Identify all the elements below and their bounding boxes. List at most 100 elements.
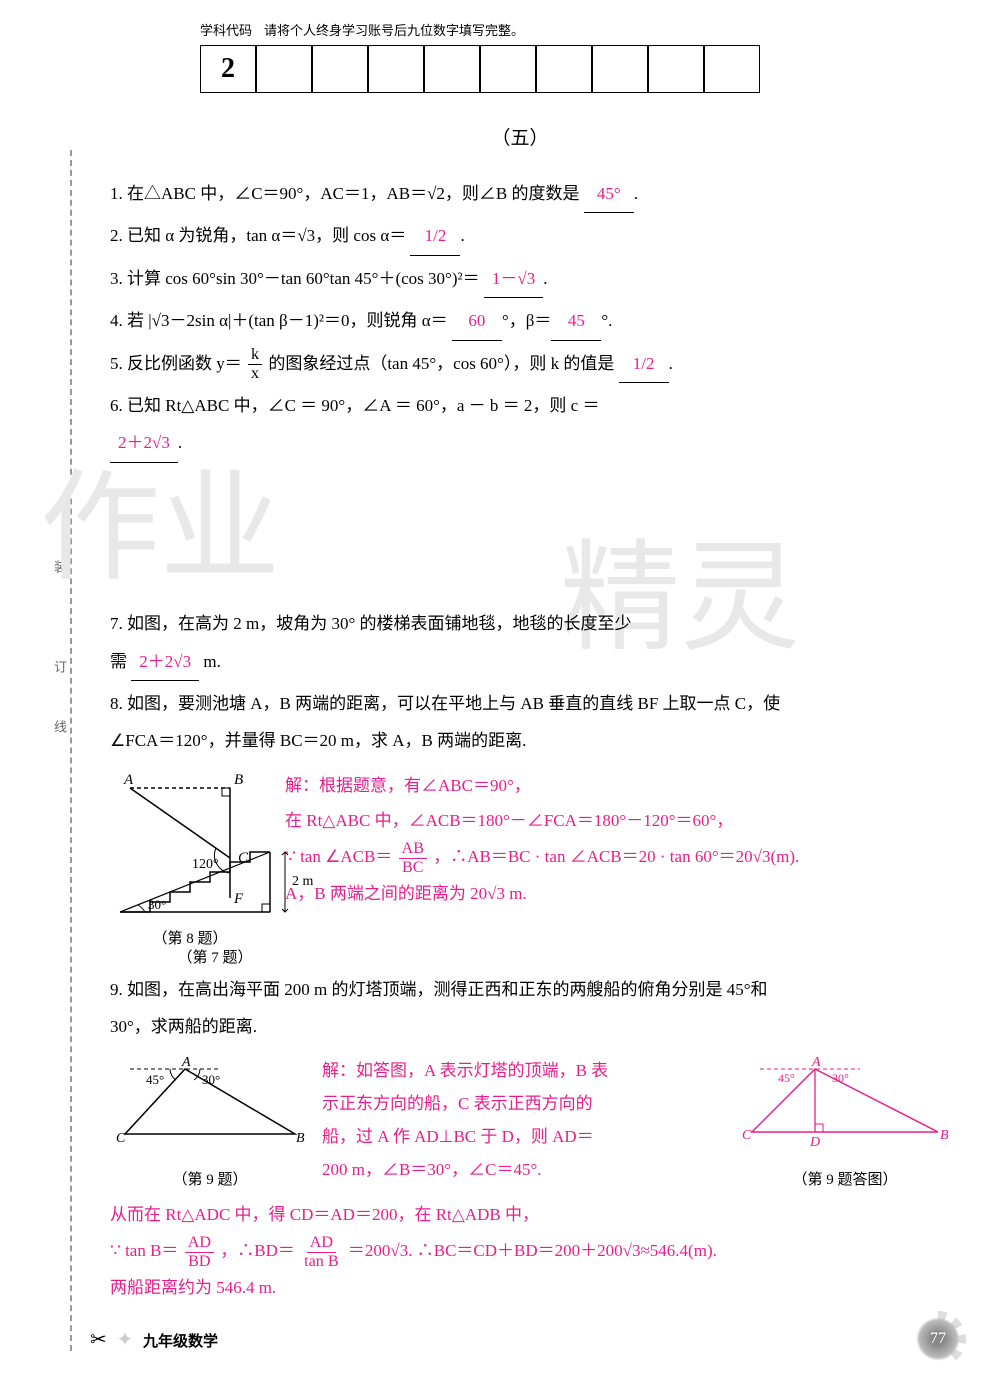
q8-sol2: 在 Rt△ABC 中，∠ACB＝180°－∠FCA＝180°－120°＝60°， (285, 803, 950, 839)
q5-text-a: 5. 反比例函数 y＝ (110, 354, 242, 373)
code-box-1[interactable] (256, 45, 312, 93)
q9-sol3: 船，过 A 作 AD⊥BC 于 D，则 AD＝ (322, 1120, 728, 1153)
q5-tail: . (669, 354, 673, 373)
q9-sol1: 解：如答图，A 表示灯塔的顶端，B 表 (322, 1054, 728, 1087)
q1-tail: . (634, 184, 638, 203)
q8: 8. 如图，要测池塘 A，B 两端的距离，可以在平地上与 AB 垂直的直线 BF… (110, 685, 950, 956)
q8-sol4: A，B 两端之间的距离为 20√3 m. (285, 876, 950, 912)
svg-text:A: A (123, 772, 134, 788)
q4: 4. 若 |√3－2sin α|＋(tan β－1)²＝0，则锐角 α＝ 60°… (110, 302, 950, 340)
svg-text:45°: 45° (146, 1072, 164, 1087)
side-label-2: 订 (50, 660, 69, 673)
page-number: 77 (930, 1330, 946, 1348)
q2-text: 2. 已知 α 为锐角，tan α＝√3，则 cos α＝ (110, 226, 406, 245)
q9-caption1: （第 9 题） (110, 1164, 310, 1197)
q9-text-b: 30°，求两船的距离. (110, 1017, 257, 1036)
q9-answer-figure: A C B D 45° 30° （第 9 题答图） (740, 1054, 950, 1197)
q5-frac-num: k (248, 346, 262, 365)
code-box-4[interactable] (424, 45, 480, 93)
q9: 9. 如图，在高出海平面 200 m 的灯塔顶端，测得正西和正东的两艘船的俯角分… (110, 971, 950, 1306)
q8-text-a: 8. 如图，要测池塘 A，B 两端的距离，可以在平地上与 AB 垂直的直线 BF… (110, 694, 780, 713)
q8-sol3b: ，∴AB＝BC · tan ∠ACB＝20 · tan 60°＝20√3(m). (433, 847, 799, 866)
q7-tail: m. (199, 652, 221, 671)
q6: 6. 已知 Rt△ABC 中，∠C ＝ 90°，∠A ＝ 60°，a － b ＝… (110, 387, 950, 463)
q4-answer-1: 60 (452, 302, 502, 340)
q2-tail: . (460, 226, 464, 245)
header-labels: 学科代码 请将个人终身学习账号后九位数字填写完整。 (200, 20, 960, 39)
q9-sol6b: ，∴BD＝ (220, 1241, 295, 1260)
q9-sol4: 200 m，∠B＝30°，∠C＝45°. (322, 1153, 728, 1186)
code-box-2[interactable] (312, 45, 368, 93)
q9-solution-col1: 解：如答图，A 表示灯塔的顶端，B 表 示正东方向的船，C 表示正西方向的 船，… (322, 1054, 728, 1187)
q9-solution-cont: 从而在 Rt△ADC 中，得 CD＝AD＝200，在 Rt△ADB 中， ∵ t… (110, 1197, 950, 1306)
svg-text:B: B (234, 772, 243, 788)
code-box-5[interactable] (480, 45, 536, 93)
q3-answer: 1－√3 (484, 260, 543, 298)
side-label-1: 装 (50, 560, 69, 573)
q3-text: 3. 计算 cos 60°sin 30°－tan 60°tan 45°＋(cos… (110, 269, 480, 288)
q9-f2n: AD (307, 1234, 336, 1253)
side-label-3: 线 (50, 720, 69, 733)
code-box-7[interactable] (592, 45, 648, 93)
code-box-8[interactable] (648, 45, 704, 93)
q9-sol6a: ∵ tan B＝ (110, 1241, 178, 1260)
q8-f-n: AB (399, 840, 427, 859)
svg-text:C: C (116, 1131, 126, 1146)
q9-f1n: AD (185, 1234, 214, 1253)
q4-tail: °. (601, 311, 612, 330)
code-box-3[interactable] (368, 45, 424, 93)
q4-answer-2: 45 (551, 302, 601, 340)
q4-text: 4. 若 |√3－2sin α|＋(tan β－1)²＝0，则锐角 α＝ (110, 311, 448, 330)
q8-sol1: 解：根据题意，有∠ABC＝90°， (285, 768, 950, 804)
q9-frac2: ADtan B (301, 1234, 342, 1271)
q8-text-b: ∠FCA＝120°，并量得 BC＝20 m，求 A，B 两端的距离. (110, 731, 526, 750)
q6-answer: 2＋2√3 (110, 424, 178, 462)
q2-answer: 1/2 (410, 217, 460, 255)
svg-text:A: A (811, 1055, 821, 1070)
q5-frac-den: x (248, 365, 262, 383)
q1-answer: 45° (584, 175, 634, 213)
q9-figure: A C B 45° 30° （第 9 题） (110, 1054, 310, 1197)
q8-caption: （第 8 题） (110, 923, 270, 956)
q9-caption2: （第 9 题答图） (740, 1164, 950, 1197)
svg-text:B: B (296, 1131, 305, 1146)
svg-text:30°: 30° (832, 1071, 849, 1085)
q8-f-d: BC (399, 859, 427, 877)
q9-sol7: 两船距离约为 546.4 m. (110, 1270, 950, 1306)
q8-sol3-frac: ABBC (399, 840, 427, 877)
q9-text-a: 9. 如图，在高出海平面 200 m 的灯塔顶端，测得正西和正东的两艘船的俯角分… (110, 980, 768, 999)
q1: 1. 在△ABC 中，∠C＝90°，AC＝1，AB＝√2，则∠B 的度数是 45… (110, 175, 950, 213)
q9-frac1: ADBD (185, 1234, 214, 1271)
page-number-badge: 77 (916, 1317, 960, 1361)
code-box-9[interactable] (704, 45, 760, 93)
svg-text:A: A (181, 1055, 191, 1070)
q8-figure: A B C F 120° （第 8 题） (110, 768, 270, 956)
header-label-2: 请将个人终身学习账号后九位数字填写完整。 (264, 20, 524, 39)
svg-text:120°: 120° (192, 857, 219, 872)
q5: 5. 反比例函数 y＝ kx 的图象经过点（tan 45°，cos 60°），则… (110, 345, 950, 383)
scissors-icon: ✂ (90, 1329, 107, 1351)
code-box-0[interactable]: 2 (200, 45, 256, 93)
q6-text: 6. 已知 Rt△ABC 中，∠C ＝ 90°，∠A ＝ 60°，a － b ＝… (110, 396, 599, 415)
q3-tail: . (543, 269, 547, 288)
q9-sol6c: ＝200√3. ∴BC＝CD＋BD＝200＋200√3≈546.4(m). (348, 1241, 717, 1260)
header-label-1: 学科代码 (200, 20, 252, 39)
q7-answer: 2＋2√3 (131, 643, 199, 681)
q7: 7. 如图，在高为 2 m，坡角为 30° 的楼梯表面铺地毯，地毯的长度至少 需… (110, 605, 950, 681)
code-box-row: 2 (200, 45, 960, 93)
q7-text-b: 需 (110, 652, 127, 671)
q9-f2d: tan B (301, 1253, 342, 1271)
svg-text:C: C (742, 1128, 752, 1143)
code-box-6[interactable] (536, 45, 592, 93)
footer: ✂ ✦ 九年级数学 77 (90, 1317, 960, 1361)
q6-tail: . (178, 433, 182, 452)
footer-grade: 九年级数学 (143, 1334, 218, 1350)
svg-text:F: F (233, 891, 244, 907)
q5-fraction: kx (248, 346, 262, 383)
q9-sol5: 从而在 Rt△ADC 中，得 CD＝AD＝200，在 Rt△ADB 中， (110, 1197, 950, 1233)
q3: 3. 计算 cos 60°sin 30°－tan 60°tan 45°＋(cos… (110, 260, 950, 298)
binding-dashed-line (70, 150, 72, 1351)
svg-text:C: C (238, 850, 249, 866)
q4-mid: °，β＝ (502, 311, 551, 330)
q8-solution: 解：根据题意，有∠ABC＝90°， 在 Rt△ABC 中，∠ACB＝180°－∠… (285, 768, 950, 912)
